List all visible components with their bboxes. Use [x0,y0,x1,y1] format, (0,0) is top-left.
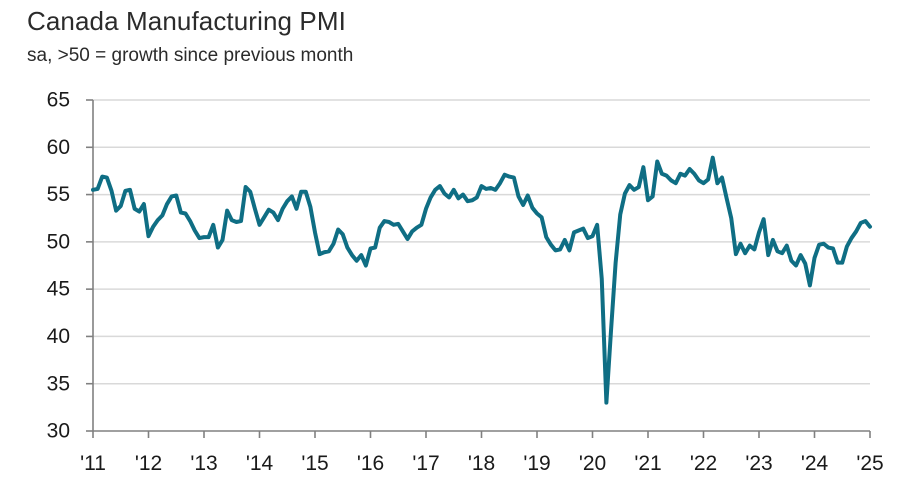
y-tick-label-50: 50 [47,230,70,253]
y-tick-label-30: 30 [47,420,70,443]
chart-subtitle: sa, >50 = growth since previous month [27,45,354,66]
x-tick-label: '25 [856,452,883,475]
y-tick-label-45: 45 [47,278,70,301]
x-tick-label: '12 [135,452,162,475]
y-axis-ticks: 30 35 40 45 50 55 60 65 [47,89,70,443]
x-tick-label: '22 [690,452,717,475]
x-tick-label: '11 [80,452,106,475]
chart-title: Canada Manufacturing PMI [27,6,346,36]
y-tick-label-60: 60 [47,136,70,159]
x-tick-label: '15 [301,452,328,475]
y-tick-label-40: 40 [47,325,70,348]
x-tick-label: '13 [190,452,217,475]
gridlines [93,99,870,385]
x-tick-label: '16 [357,452,384,475]
x-tick-label: '14 [246,452,274,475]
y-tick-label-35: 35 [47,372,70,395]
y-tick-label-65: 65 [47,89,70,112]
y-tick-label-55: 55 [47,183,70,206]
x-tick-label: '21 [634,452,661,475]
axes [86,99,871,438]
x-tick-label: '24 [801,452,829,475]
x-tick-label: '23 [745,452,772,475]
series-layer [91,155,872,405]
x-tick-label: '20 [579,452,606,475]
x-tick-label: '18 [468,452,495,475]
x-tick-label: '19 [523,452,550,475]
series-line-pmi [91,155,872,405]
x-axis-ticks: '11 '12 '13 '14 '15 '16 '17 '18 '19 '20 '21 '22 '23 '… [80,452,884,475]
x-tick-label: '17 [412,452,439,475]
